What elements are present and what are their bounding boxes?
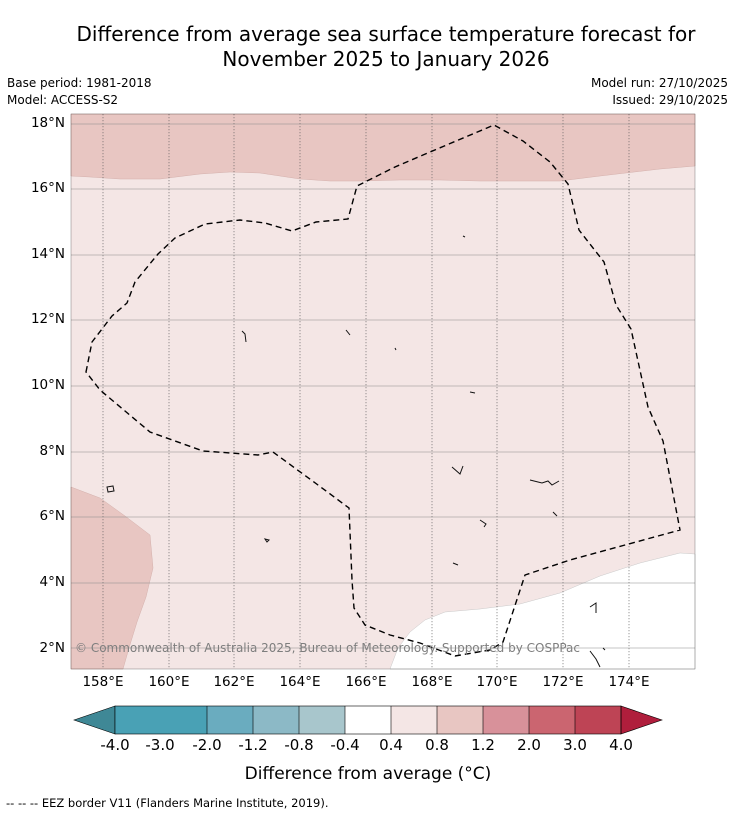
x-tick-164e: 164°E [279,674,321,690]
y-tick-16n: 16°N [30,180,65,196]
x-tick-166e: 166°E [345,674,387,690]
base-period: Base period: 1981-2018 [7,76,152,90]
eez-footnote: -- -- -- EEZ border V11 (Flanders Marine… [6,796,329,810]
x-tick-172e: 172°E [542,674,584,690]
title-line-1: Difference from average sea surface temp… [76,22,696,46]
colorbar-tick-10: 3.0 [563,736,587,754]
model-run: Model run: 27/10/2025 [590,76,728,90]
latitude-lines [71,123,695,649]
copyright-notice: © Commonwealth of Australia 2025, Bureau… [75,641,580,655]
x-tick-158e: 158°E [82,674,124,690]
colorbar-bin-1 [115,706,207,734]
colorbar-tick-2: -2.0 [192,736,222,754]
colorbar-bin-7 [391,706,437,734]
colorbar-bin-8 [437,706,483,734]
colorbar-tick-4: -0.8 [284,736,314,754]
x-tick-160e: 160°E [148,674,190,690]
colorbar-tick-3: -1.2 [238,736,268,754]
y-tick-6n: 6°N [39,508,65,524]
colorbar-tick-9: 2.0 [517,736,541,754]
colorbar-bin-10 [529,706,575,734]
y-tick-18n: 18°N [30,115,65,131]
meta-left: Base period: 1981-2018 Model: ACCESS-S2 [7,75,152,109]
colorbar-tick-11: 4.0 [609,736,633,754]
issued-date: Issued: 29/10/2025 [612,93,728,107]
colorbar-bin-9 [483,706,529,734]
model-name: Model: ACCESS-S2 [7,93,119,107]
warm-region-north [70,113,696,182]
title-line-2: November 2025 to January 2026 [222,47,550,71]
colorbar-bin-4 [299,706,345,734]
colorbar-bin-3 [253,706,299,734]
y-tick-4n: 4°N [39,574,65,590]
map-title: Difference from average sea surface temp… [0,22,736,72]
colorbar-min-triangle [73,705,116,735]
y-tick-14n: 14°N [30,246,65,262]
x-tick-168e: 168°E [411,674,453,690]
warm-region-southwest [70,486,154,670]
colorbar-label: Difference from average (°C) [244,764,492,784]
colorbar-tick-1: -3.0 [145,736,175,754]
colorbar-tick-8: 1.2 [471,736,495,754]
x-tick-170e: 170°E [476,674,518,690]
map-frame [70,113,696,670]
colorbar-bin-2 [207,706,253,734]
colorbar-tick-7: 0.8 [425,736,449,754]
y-tick-8n: 8°N [39,443,65,459]
x-tick-174e: 174°E [608,674,650,690]
eez-border [85,124,681,657]
meta-right: Model run: 27/10/2025 Issued: 29/10/2025 [591,75,728,109]
colorbar [73,705,663,735]
colorbar-tick-5: -0.4 [330,736,360,754]
neutral-region-southeast [389,552,696,670]
x-tick-162e: 162°E [213,674,255,690]
gridlines [102,114,630,669]
colorbar-max-triangle [620,705,663,735]
colorbar-bin-6 [345,706,391,734]
colorbar-bin-11 [575,706,621,734]
y-tick-2n: 2°N [39,640,65,656]
islands [106,235,606,668]
y-tick-12n: 12°N [30,311,65,327]
colorbar-frame [114,705,622,735]
colorbar-tick-6: 0.4 [379,736,403,754]
y-tick-10n: 10°N [30,377,65,393]
map-background [71,114,695,669]
colorbar-tick-0: -4.0 [100,736,130,754]
